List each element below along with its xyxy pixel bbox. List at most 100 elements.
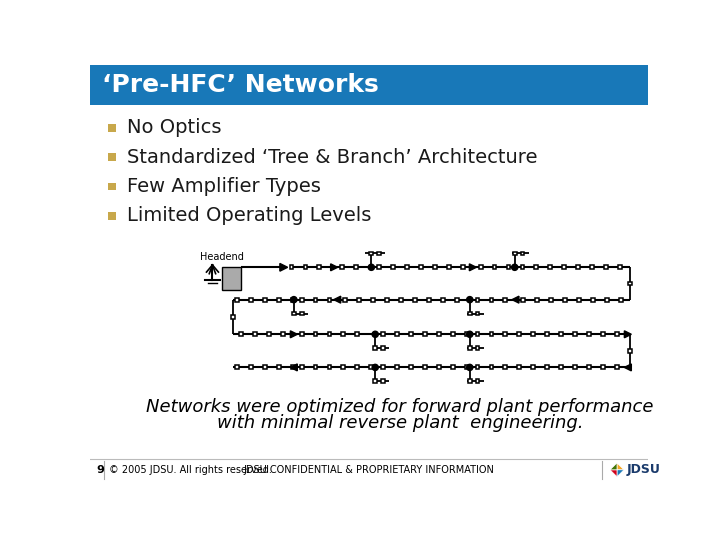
Bar — [605, 298, 609, 301]
Bar — [619, 298, 623, 301]
Polygon shape — [290, 331, 297, 338]
Bar — [328, 333, 331, 336]
Bar — [433, 265, 437, 269]
Polygon shape — [330, 264, 338, 271]
Text: Few Amplifier Types: Few Amplifier Types — [127, 177, 321, 196]
Bar — [576, 265, 580, 269]
Bar — [559, 333, 563, 336]
Polygon shape — [290, 364, 297, 371]
Bar — [468, 379, 472, 383]
Text: Limited Operating Levels: Limited Operating Levels — [127, 206, 372, 225]
Bar — [559, 366, 563, 369]
Bar — [343, 298, 347, 301]
Bar — [381, 366, 385, 369]
Bar — [464, 333, 469, 336]
Bar — [492, 265, 497, 269]
Bar — [618, 265, 622, 269]
Bar — [405, 265, 409, 269]
Bar — [231, 315, 235, 319]
Polygon shape — [334, 296, 341, 303]
Bar — [340, 265, 344, 269]
Bar — [373, 379, 377, 383]
Bar — [534, 265, 539, 269]
Bar — [318, 265, 321, 269]
Bar — [545, 366, 549, 369]
Bar — [549, 298, 553, 301]
Bar — [427, 298, 431, 301]
Bar — [413, 298, 417, 301]
Polygon shape — [624, 364, 631, 371]
Bar — [264, 366, 267, 369]
Bar — [476, 346, 480, 350]
Bar — [395, 366, 399, 369]
Bar — [468, 312, 472, 315]
Bar — [464, 366, 469, 369]
Bar — [381, 346, 385, 350]
Bar — [563, 298, 567, 301]
Bar — [395, 333, 399, 336]
Bar — [304, 265, 307, 269]
Bar — [521, 265, 524, 269]
Bar — [629, 349, 632, 353]
Bar — [461, 265, 464, 269]
Bar — [490, 366, 493, 369]
Bar — [108, 153, 116, 161]
Bar — [291, 366, 295, 369]
Bar — [535, 298, 539, 301]
Bar — [468, 346, 472, 350]
Bar — [291, 298, 295, 301]
Polygon shape — [280, 264, 287, 271]
Text: No Optics: No Optics — [127, 118, 222, 138]
Text: Headend: Headend — [200, 252, 244, 262]
Bar — [108, 124, 116, 132]
Bar — [476, 298, 480, 301]
Bar — [437, 366, 441, 369]
Circle shape — [368, 264, 374, 271]
Circle shape — [467, 364, 473, 370]
Bar — [615, 366, 619, 369]
Bar — [314, 298, 318, 301]
Bar — [377, 252, 381, 255]
Bar — [292, 312, 296, 315]
Bar — [314, 333, 318, 336]
Bar — [591, 298, 595, 301]
Bar — [341, 333, 346, 336]
Text: Standardized ‘Tree & Branch’ Architecture: Standardized ‘Tree & Branch’ Architectur… — [127, 148, 538, 167]
Circle shape — [512, 264, 518, 271]
Bar — [314, 366, 318, 369]
Bar — [264, 298, 267, 301]
Bar — [549, 265, 552, 269]
Bar — [369, 252, 373, 255]
Bar — [409, 333, 413, 336]
Bar — [545, 333, 549, 336]
Bar — [267, 333, 271, 336]
Polygon shape — [624, 331, 631, 338]
Bar — [604, 265, 608, 269]
Bar — [513, 252, 517, 255]
Bar — [354, 265, 358, 269]
Bar — [629, 281, 632, 286]
Bar — [328, 298, 331, 301]
Bar — [300, 312, 304, 315]
Bar — [281, 333, 285, 336]
Bar — [373, 346, 377, 350]
Bar — [503, 366, 508, 369]
Polygon shape — [469, 264, 477, 271]
Bar — [476, 379, 480, 383]
Bar — [371, 298, 375, 301]
Bar — [381, 379, 385, 383]
Bar — [573, 366, 577, 369]
Bar — [253, 333, 257, 336]
Bar — [451, 366, 454, 369]
Bar — [409, 366, 413, 369]
Bar — [90, 65, 648, 105]
Bar — [399, 298, 402, 301]
Bar — [507, 265, 510, 269]
Bar — [476, 312, 480, 315]
Bar — [356, 366, 359, 369]
Bar — [423, 333, 427, 336]
Text: JDSU: JDSU — [627, 463, 661, 476]
Bar — [423, 366, 427, 369]
Bar — [377, 265, 381, 269]
Bar — [577, 298, 581, 301]
